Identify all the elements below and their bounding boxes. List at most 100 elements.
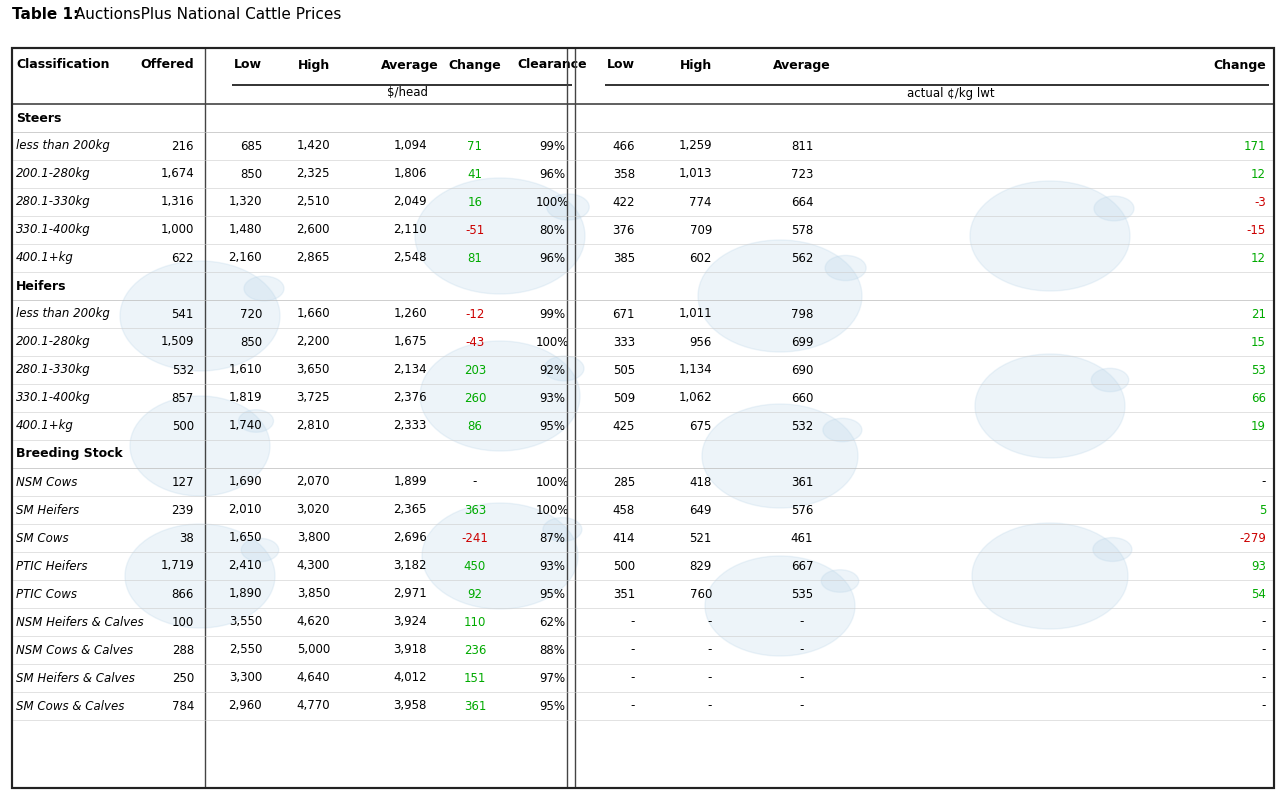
- Text: -: -: [473, 475, 477, 489]
- Text: $/head: $/head: [387, 87, 427, 100]
- Text: 96%: 96%: [539, 252, 565, 264]
- Text: -: -: [1262, 615, 1265, 629]
- Text: 99%: 99%: [539, 139, 565, 153]
- Text: 425: 425: [612, 419, 635, 432]
- Text: 4,620: 4,620: [296, 615, 331, 629]
- Ellipse shape: [1094, 196, 1134, 220]
- Text: -: -: [1262, 475, 1265, 489]
- Ellipse shape: [130, 396, 270, 496]
- Text: 811: 811: [791, 139, 813, 153]
- Text: 532: 532: [791, 419, 813, 432]
- Text: -: -: [800, 615, 804, 629]
- Text: 685: 685: [239, 139, 262, 153]
- Text: 250: 250: [172, 672, 194, 685]
- Text: -: -: [800, 700, 804, 712]
- Text: 15: 15: [1251, 335, 1265, 349]
- Text: 850: 850: [240, 335, 262, 349]
- Text: 956: 956: [689, 335, 712, 349]
- Text: 400.1+kg: 400.1+kg: [15, 252, 73, 264]
- Text: 239: 239: [171, 504, 194, 517]
- Text: 1,660: 1,660: [296, 307, 331, 321]
- Text: 95%: 95%: [539, 700, 565, 712]
- Text: 80%: 80%: [539, 224, 565, 236]
- Ellipse shape: [421, 341, 580, 451]
- Text: 541: 541: [171, 307, 194, 321]
- Text: 774: 774: [689, 196, 712, 209]
- Text: 3,918: 3,918: [394, 643, 427, 657]
- Text: 1,316: 1,316: [161, 196, 194, 209]
- Text: 361: 361: [464, 700, 486, 712]
- Text: 1,610: 1,610: [229, 364, 262, 377]
- Text: 93%: 93%: [539, 392, 565, 404]
- Text: 690: 690: [791, 364, 813, 377]
- Text: 3,020: 3,020: [297, 504, 331, 517]
- Text: 1,509: 1,509: [161, 335, 194, 349]
- Text: 12: 12: [1251, 252, 1265, 264]
- Text: 12: 12: [1251, 167, 1265, 181]
- Text: -: -: [800, 643, 804, 657]
- Ellipse shape: [698, 240, 862, 352]
- Ellipse shape: [975, 354, 1125, 458]
- Text: less than 200kg: less than 200kg: [15, 139, 109, 153]
- Text: 5,000: 5,000: [297, 643, 331, 657]
- Text: -241: -241: [462, 532, 489, 544]
- Ellipse shape: [705, 556, 855, 656]
- Text: 358: 358: [613, 167, 635, 181]
- Text: 3,300: 3,300: [229, 672, 262, 685]
- Text: -: -: [630, 643, 635, 657]
- Text: 2,410: 2,410: [229, 560, 262, 572]
- Text: 509: 509: [612, 392, 635, 404]
- Text: 385: 385: [613, 252, 635, 264]
- Text: 671: 671: [612, 307, 635, 321]
- Text: 19: 19: [1251, 419, 1265, 432]
- Text: 2,049: 2,049: [394, 196, 427, 209]
- Text: 1,674: 1,674: [161, 167, 194, 181]
- Text: 41: 41: [468, 167, 482, 181]
- Text: 866: 866: [171, 587, 194, 600]
- Text: -: -: [1262, 643, 1265, 657]
- Text: 2,200: 2,200: [297, 335, 331, 349]
- Text: 86: 86: [468, 419, 482, 432]
- Text: 100%: 100%: [535, 475, 568, 489]
- Text: Classification: Classification: [15, 58, 109, 72]
- Text: NSM Heifers & Calves: NSM Heifers & Calves: [15, 615, 144, 629]
- Text: 699: 699: [791, 335, 813, 349]
- Text: 363: 363: [464, 504, 486, 517]
- Text: AuctionsPlus National Cattle Prices: AuctionsPlus National Cattle Prices: [69, 7, 341, 22]
- Ellipse shape: [972, 523, 1128, 629]
- Text: 709: 709: [689, 224, 712, 236]
- Text: 71: 71: [468, 139, 482, 153]
- Text: 400.1+kg: 400.1+kg: [15, 419, 73, 432]
- Text: 720: 720: [239, 307, 262, 321]
- Text: NSM Cows & Calves: NSM Cows & Calves: [15, 643, 134, 657]
- Text: 100%: 100%: [535, 196, 568, 209]
- Text: Average: Average: [381, 58, 439, 72]
- Text: 3,182: 3,182: [394, 560, 427, 572]
- Text: 1,259: 1,259: [679, 139, 712, 153]
- Text: -: -: [630, 700, 635, 712]
- Text: 3,650: 3,650: [297, 364, 331, 377]
- Text: actual ¢/kg lwt: actual ¢/kg lwt: [907, 87, 994, 100]
- Text: NSM Cows: NSM Cows: [15, 475, 77, 489]
- Text: 578: 578: [791, 224, 813, 236]
- Text: 2,960: 2,960: [229, 700, 262, 712]
- Text: -: -: [707, 643, 712, 657]
- Text: 4,770: 4,770: [296, 700, 331, 712]
- Text: 1,320: 1,320: [229, 196, 262, 209]
- Text: 500: 500: [613, 560, 635, 572]
- Ellipse shape: [238, 410, 274, 432]
- Text: 361: 361: [791, 475, 813, 489]
- Ellipse shape: [544, 356, 584, 380]
- Text: 333: 333: [613, 335, 635, 349]
- Text: 3,924: 3,924: [394, 615, 427, 629]
- Text: 92%: 92%: [539, 364, 565, 377]
- Text: 81: 81: [468, 252, 482, 264]
- Text: 660: 660: [791, 392, 813, 404]
- Text: 723: 723: [791, 167, 813, 181]
- Text: -: -: [707, 615, 712, 629]
- Text: 100: 100: [172, 615, 194, 629]
- Ellipse shape: [543, 517, 581, 541]
- Text: 466: 466: [612, 139, 635, 153]
- Ellipse shape: [244, 276, 284, 301]
- Text: 562: 562: [791, 252, 813, 264]
